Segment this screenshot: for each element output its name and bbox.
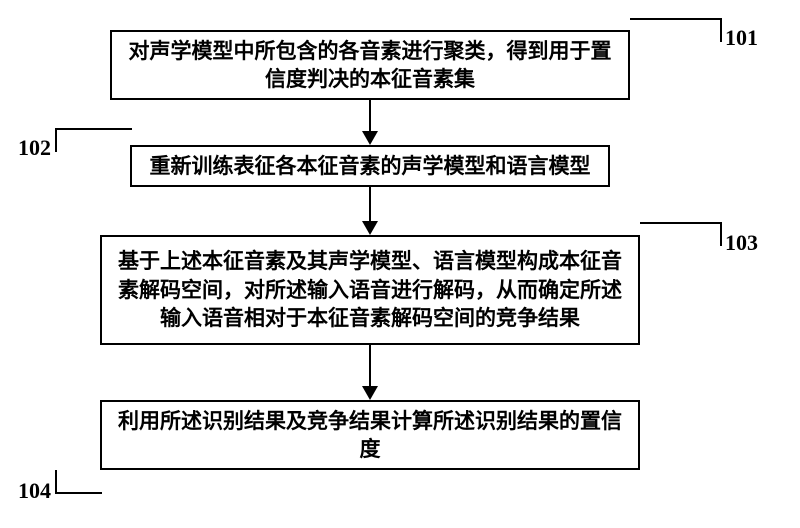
step-3-box: 基于上述本征音素及其声学模型、语言模型构成本征音素解码空间，对所述输入语音进行解…: [100, 235, 640, 345]
lead-102: [55, 128, 132, 152]
step-1-text: 对声学模型中所包含的各音素进行聚类，得到用于置信度判决的本征音素集: [122, 37, 618, 94]
arrow-3-4-head: [362, 386, 378, 400]
label-103: 103: [725, 230, 758, 256]
flowchart-canvas: 对声学模型中所包含的各音素进行聚类，得到用于置信度判决的本征音素集 101 重新…: [0, 0, 800, 528]
step-4-text: 利用所述识别结果及竞争结果计算所述识别结果的置信度: [112, 407, 628, 464]
lead-103: [640, 222, 722, 246]
label-102: 102: [18, 135, 51, 161]
step-2-text: 重新训练表征各本征音素的声学模型和语言模型: [150, 152, 591, 180]
lead-101: [630, 18, 722, 42]
arrow-1-2-line: [369, 100, 371, 131]
arrow-3-4-line: [369, 345, 371, 386]
step-3-text: 基于上述本征音素及其声学模型、语言模型构成本征音素解码空间，对所述输入语音进行解…: [112, 247, 628, 332]
step-2-box: 重新训练表征各本征音素的声学模型和语言模型: [130, 145, 610, 187]
arrow-2-3-line: [369, 187, 371, 221]
arrow-1-2-head: [362, 131, 378, 145]
label-104: 104: [18, 478, 51, 504]
lead-104: [55, 470, 102, 494]
arrow-2-3-head: [362, 221, 378, 235]
step-1-box: 对声学模型中所包含的各音素进行聚类，得到用于置信度判决的本征音素集: [110, 30, 630, 100]
label-101: 101: [725, 25, 758, 51]
step-4-box: 利用所述识别结果及竞争结果计算所述识别结果的置信度: [100, 400, 640, 470]
